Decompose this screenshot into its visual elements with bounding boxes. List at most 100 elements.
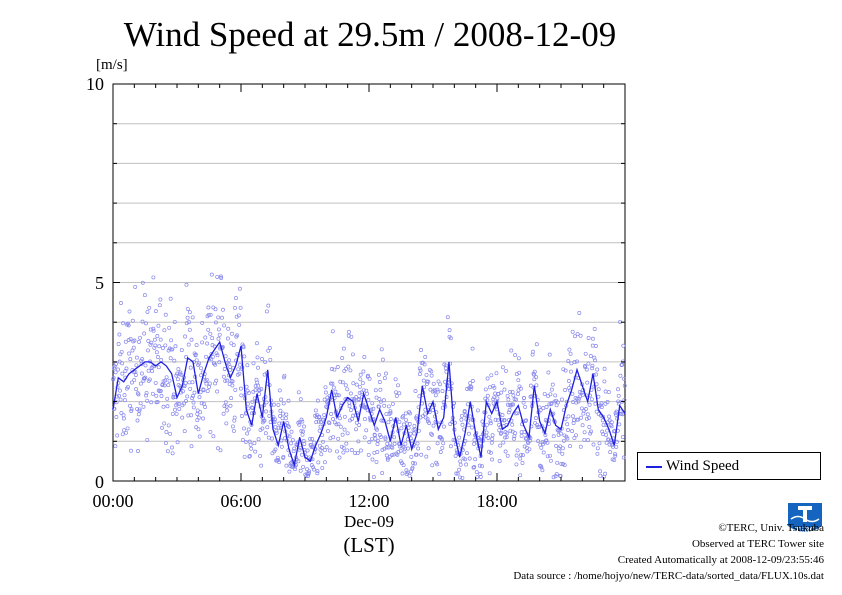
scatter-point (565, 436, 570, 441)
scatter-point (191, 400, 196, 405)
scatter-point (381, 398, 386, 403)
scatter-point (201, 388, 206, 393)
scatter-point (128, 403, 132, 408)
scatter-point (128, 357, 133, 362)
scatter-point (622, 376, 626, 381)
scatter-point (119, 411, 124, 416)
scatter-point (587, 424, 592, 429)
scatter-point (544, 405, 549, 409)
scatter-point (548, 458, 553, 463)
scatter-point (245, 401, 250, 406)
scatter-point (457, 467, 462, 472)
scatter-point (614, 444, 619, 449)
scatter-point (392, 435, 397, 440)
scatter-point (341, 346, 346, 351)
scatter-point (396, 383, 400, 388)
scatter-point (132, 338, 137, 343)
scatter-point (210, 336, 215, 341)
scatter-point (489, 440, 494, 445)
scatter-point (586, 438, 590, 443)
scatter-point (351, 413, 356, 418)
scatter-point (163, 312, 168, 317)
scatter-point (233, 296, 238, 301)
scatter-point (342, 368, 347, 373)
scatter-point (484, 422, 489, 427)
scatter-point (460, 422, 465, 427)
scatter-point (572, 360, 577, 365)
scatter-point (122, 398, 127, 403)
scatter-point (375, 450, 380, 454)
scatter-point (399, 426, 404, 431)
y-axis-unit-label: [m/s] (96, 57, 128, 73)
y-tick-label-0: 0 (95, 472, 104, 492)
scatter-point (188, 365, 193, 370)
scatter-point (363, 417, 367, 422)
scatter-point (590, 343, 595, 348)
scatter-point (521, 400, 526, 405)
scatter-point (379, 347, 384, 352)
scatter-point (541, 450, 546, 455)
scatter-point (622, 383, 627, 388)
scatter-point (175, 401, 180, 406)
scatter-point (403, 417, 408, 422)
scatter-point (228, 403, 233, 408)
scatter-point (555, 460, 560, 465)
scatter-point (384, 445, 389, 450)
scatter-point (515, 448, 520, 453)
scatter-point (185, 315, 190, 320)
scatter-point (371, 475, 376, 480)
scatter-point (190, 380, 195, 385)
scatter-point (139, 371, 144, 376)
scatter-point (299, 417, 304, 422)
scatter-point (492, 385, 497, 390)
scatter-point (470, 379, 475, 383)
scatter-point (525, 449, 530, 454)
scatter-point (126, 321, 131, 326)
scatter-point (316, 460, 321, 465)
scatter-point (189, 413, 194, 418)
scatter-point (584, 367, 589, 372)
scatter-point (352, 397, 357, 402)
scatter-point (423, 355, 428, 359)
scatter-point (463, 413, 468, 418)
scatter-point (301, 429, 306, 434)
scatter-point (519, 430, 524, 435)
scatter-point (194, 343, 199, 348)
scatter-point (343, 383, 348, 388)
scatter-point (582, 430, 587, 435)
scatter-point (320, 465, 325, 470)
scatter-point (340, 356, 345, 360)
scatter-point (319, 446, 324, 450)
scatter-point (241, 345, 246, 350)
scatter-point (444, 395, 449, 399)
scatter-point (179, 372, 184, 377)
scatter-point (594, 372, 599, 377)
scatter-point (430, 463, 435, 468)
scatter-point (371, 406, 376, 411)
scatter-point (443, 366, 448, 371)
scatter-point (585, 380, 590, 385)
scatter-point (222, 323, 227, 328)
scatter-point (337, 455, 342, 460)
scatter-point (113, 444, 118, 449)
scatter-point (360, 381, 365, 386)
scatter-point (327, 421, 332, 426)
scatter-point (165, 449, 170, 454)
scatter-point (270, 436, 274, 441)
scatter-point (163, 378, 168, 383)
scatter-point (225, 408, 229, 413)
scatter-point (498, 443, 503, 448)
scatter-point (534, 383, 539, 388)
scatter-point (324, 445, 329, 450)
scatter-point (437, 472, 442, 476)
scatter-point (340, 380, 345, 385)
scatter-point (590, 363, 595, 368)
scatter-point (513, 353, 518, 358)
scatter-point (563, 388, 568, 392)
scatter-point (180, 389, 185, 394)
scatter-point (504, 435, 509, 440)
scatter-point (318, 424, 323, 429)
scatter-point (355, 451, 360, 456)
scatter-point (242, 426, 246, 431)
